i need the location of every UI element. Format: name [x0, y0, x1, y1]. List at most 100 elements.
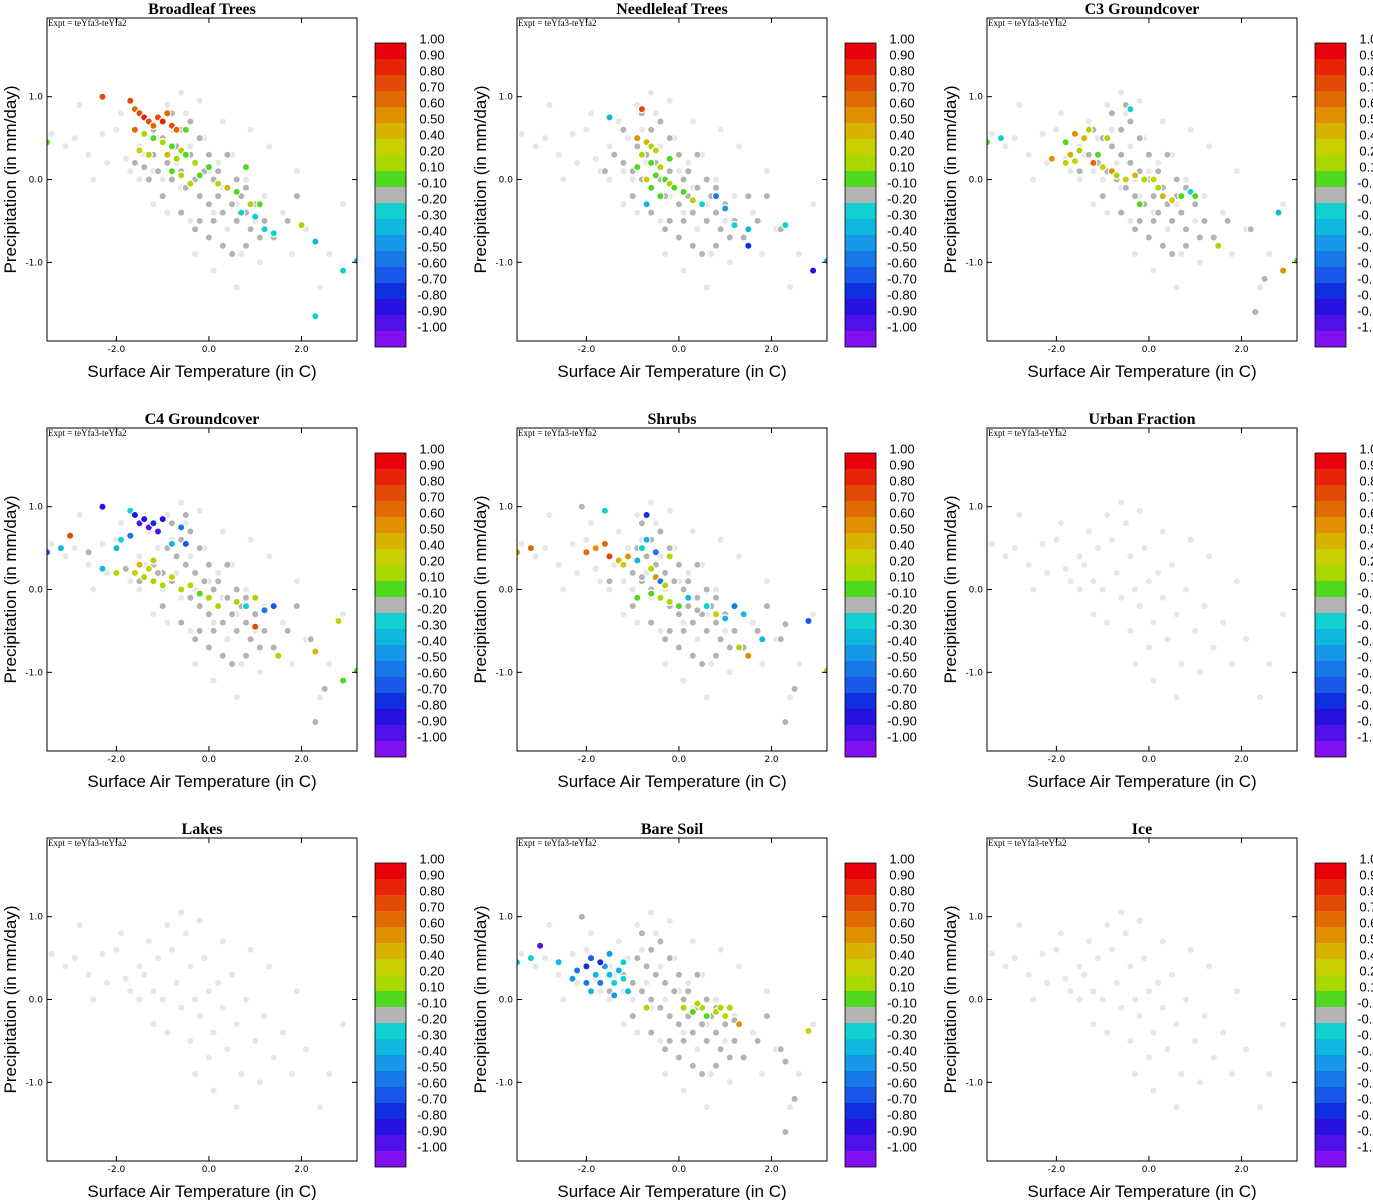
colorbar-label: 0.10: [1359, 980, 1373, 995]
colorbar-swatch: [375, 991, 406, 1007]
colorbar-label: -0.30: [417, 1028, 447, 1043]
colorbar-label: 1.00: [419, 442, 444, 457]
colored-point: [232, 597, 241, 607]
background-point: [1149, 676, 1158, 685]
cloud-point: [195, 626, 204, 636]
background-point: [554, 970, 563, 979]
cloud-point: [190, 224, 200, 234]
colorbar-swatch: [845, 267, 876, 283]
colorbar-label: -0.90: [1357, 1124, 1373, 1139]
y-tick-label: 0.0: [29, 996, 44, 1006]
colorbar-frame: [844, 862, 877, 1168]
colorbar-swatch: [845, 709, 876, 725]
background-point: [656, 216, 665, 226]
background-point: [660, 659, 670, 669]
cloud-point: [688, 241, 698, 250]
colorbar-label: 0.90: [419, 458, 444, 473]
colorbar-swatch: [375, 453, 406, 469]
colorbar-swatch: [1315, 171, 1346, 187]
cloud-point: [693, 593, 702, 603]
cloud-point: [153, 166, 163, 176]
background-point: [572, 158, 582, 168]
cloud-point: [619, 125, 628, 135]
colored-point: [568, 974, 577, 984]
cloud-point: [209, 216, 218, 226]
cloud-point: [232, 585, 241, 594]
colored-point: [176, 523, 186, 532]
colorbar-label: -0.60: [1357, 256, 1373, 271]
background-point: [1103, 510, 1112, 520]
colorbar-label: -0.70: [887, 272, 917, 287]
background-point: [1093, 953, 1103, 963]
background-point: [540, 133, 550, 143]
colored-point: [116, 535, 126, 545]
background-point: [1227, 659, 1237, 669]
background-point: [1084, 117, 1094, 126]
cloud-point: [647, 125, 656, 135]
background-point: [1204, 962, 1214, 971]
background-point: [716, 535, 725, 545]
background-point: [209, 1028, 218, 1037]
cloud-point: [181, 560, 190, 569]
cloud-point: [711, 1028, 721, 1037]
colorbar-label: 0.50: [1359, 522, 1373, 537]
background-point: [158, 995, 167, 1004]
background-point: [116, 108, 126, 118]
colorbar-label: 0.90: [1359, 868, 1373, 883]
colorbar-swatch: [1315, 1119, 1346, 1135]
colored-point: [693, 999, 702, 1008]
colorbar-label: 0.80: [419, 64, 444, 79]
background-point: [195, 506, 204, 515]
colorbar-label: 0.90: [419, 868, 444, 883]
background-point: [785, 1102, 795, 1112]
colorbar-swatch: [1315, 1023, 1346, 1039]
background-point: [190, 249, 200, 259]
colorbar-swatch: [845, 235, 876, 251]
colored-point: [167, 539, 177, 549]
cloud-point: [195, 601, 204, 611]
background-point: [1278, 1020, 1288, 1029]
colored-point: [139, 572, 149, 582]
background-point: [748, 208, 758, 217]
colored-point: [334, 616, 343, 626]
colored-point: [1274, 208, 1283, 217]
cloud-point: [1153, 166, 1163, 176]
cloud-point: [642, 552, 651, 561]
background-point: [1042, 978, 1052, 988]
colored-point: [98, 92, 107, 101]
colorbar-swatch: [375, 863, 406, 879]
cloud-point: [642, 962, 651, 971]
y-axis-label: Precipitation (in mm/day): [471, 495, 490, 683]
cloud-point: [204, 150, 214, 159]
colorbar-swatch: [375, 895, 406, 911]
background-point: [186, 142, 195, 151]
colored-point: [274, 651, 283, 661]
colorbar-swatch: [375, 533, 406, 549]
background-point: [232, 283, 241, 292]
x-axis-label: Surface Air Temperature (in C): [87, 1182, 316, 1200]
background-point: [149, 987, 158, 996]
colored-point: [688, 195, 698, 205]
colored-point: [679, 187, 688, 197]
colorbar-label: -0.70: [417, 272, 447, 287]
background-point: [605, 142, 614, 151]
colorbar-label: 0.80: [419, 474, 444, 489]
background-point: [209, 1086, 218, 1095]
colored-point: [1190, 191, 1200, 201]
cloud-point: [605, 577, 614, 586]
colorbar-swatch: [1315, 911, 1346, 927]
colorbar-label: -0.70: [417, 682, 447, 697]
cloud-point: [762, 1011, 772, 1021]
background-point: [1024, 150, 1033, 159]
colorbar-swatch: [1315, 43, 1346, 59]
colorbar-swatch: [375, 501, 406, 517]
cloud-point: [1116, 125, 1126, 135]
background-point: [619, 577, 628, 586]
colored-point: [600, 539, 610, 549]
background-point: [647, 88, 656, 97]
background-point: [808, 1020, 818, 1029]
colored-point: [181, 539, 190, 549]
background-point: [315, 283, 325, 292]
y-axis-label: Precipitation (in mm/day): [471, 85, 490, 273]
cloud-point: [218, 651, 227, 661]
